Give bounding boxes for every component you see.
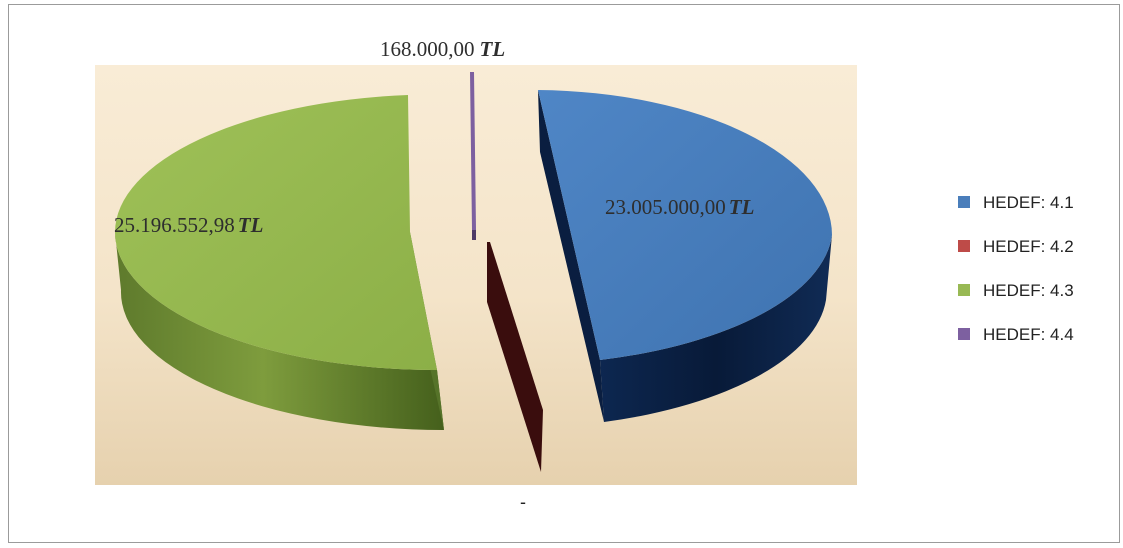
pie-slice-hedef-4-1: 23.005.000,00 TL [538, 90, 832, 422]
legend-swatch [958, 284, 970, 296]
slice-top [538, 90, 832, 360]
legend-label: HEDEF: 4.2 [983, 237, 1074, 256]
legend-swatch [958, 240, 970, 252]
slice-value-label: 25.196.552,98 TL [114, 213, 263, 237]
legend: HEDEF: 4.1 HEDEF: 4.2 HEDEF: 4.3 HEDEF: … [958, 190, 1074, 366]
legend-label: HEDEF: 4.1 [983, 193, 1074, 212]
legend-label: HEDEF: 4.3 [983, 281, 1074, 300]
legend-swatch [958, 328, 970, 340]
slice-top [470, 72, 476, 230]
legend-item-hedef-4-2: HEDEF: 4.2 [958, 234, 1074, 259]
slice-value-label: 168.000,00 TL [380, 37, 505, 61]
slice-side [487, 242, 543, 472]
pie-slice-hedef-4-3: 25.196.552,98 TL [114, 95, 444, 431]
slice-side [472, 230, 476, 240]
slice-value-label: 23.005.000,00 TL [605, 195, 754, 219]
slice-value-label: - [520, 492, 526, 512]
slice-cut-face [538, 90, 604, 422]
legend-label: HEDEF: 4.4 [983, 325, 1074, 344]
legend-item-hedef-4-3: HEDEF: 4.3 [958, 278, 1074, 303]
legend-swatch [958, 196, 970, 208]
slice-side [115, 232, 444, 431]
pie-slice-hedef-4-2: - [487, 242, 543, 512]
slice-side [600, 235, 832, 422]
legend-item-hedef-4-4: HEDEF: 4.4 [958, 322, 1074, 347]
slice-top [115, 95, 437, 370]
pie-slice-hedef-4-4: 168.000,00 TL [380, 37, 505, 240]
legend-item-hedef-4-1: HEDEF: 4.1 [958, 190, 1074, 215]
